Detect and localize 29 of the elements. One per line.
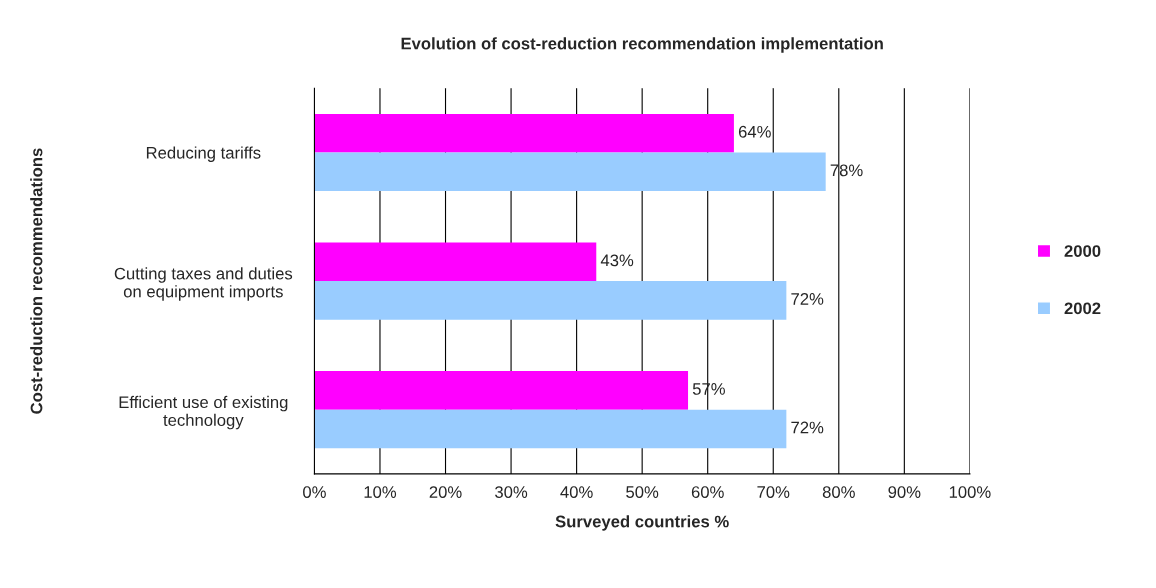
x-tick-label: 80% (822, 486, 855, 498)
x-tick-label: 30% (495, 486, 528, 498)
y-tick-label: Reducing tariffs (146, 146, 261, 162)
y-tick-label: Efficient use of existing technology (119, 395, 288, 430)
legend-label: 2000 (1064, 245, 1101, 257)
bar (314, 371, 689, 410)
x-tick-label: 20% (429, 486, 462, 498)
data-label: 64% (738, 125, 771, 138)
x-tick-label: 40% (560, 486, 593, 498)
data-label: 43% (600, 254, 634, 267)
x-tick-label: 0% (303, 486, 326, 498)
data-label: 72% (791, 293, 824, 305)
bar (314, 113, 734, 153)
x-tick-label: 90% (888, 486, 921, 498)
x-tick-label: 70% (757, 486, 790, 498)
x-tick-label: 10% (364, 486, 397, 498)
x-tick-label: 100% (949, 486, 991, 498)
x-axis-title: Surveyed countries % (555, 515, 729, 531)
data-label: 72% (791, 421, 824, 434)
y-axis-title: Cost-reduction recommendations (30, 148, 43, 414)
bar (314, 281, 787, 320)
bar (314, 152, 826, 192)
bar (314, 242, 597, 282)
x-tick-label: 50% (626, 486, 659, 498)
bar (314, 409, 787, 449)
x-tick-label: 60% (691, 486, 724, 498)
chart-title: Evolution of cost-reduction recommendation implementation (401, 37, 883, 53)
y-tick-label: Cutting taxes and duties on equipment imports (114, 267, 293, 301)
legend-label: 2002 (1064, 302, 1101, 315)
